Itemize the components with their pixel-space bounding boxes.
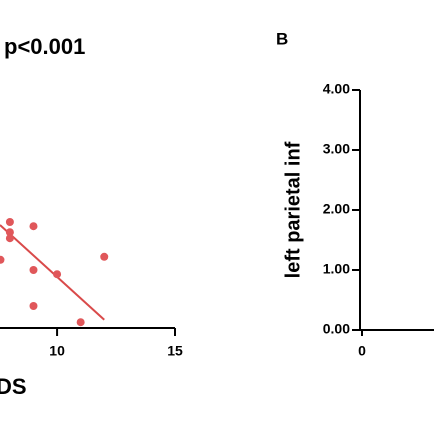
point [29,302,38,310]
x-tick-label: 10 [49,343,65,359]
annotation: p<0.001 [4,34,85,59]
point [76,318,85,327]
point [5,228,14,237]
y-tick-label: 1.00 [323,261,350,277]
x-axis-label: DS [0,374,27,399]
point [100,252,109,261]
y-tick-label: 0.00 [323,321,350,337]
x-tick-label: 0 [358,343,366,359]
panel-label: B [276,29,288,48]
fit-line [0,224,105,321]
x-tick-label: 15 [167,343,183,359]
point [5,218,14,226]
y-tick-label: 3.00 [323,141,350,157]
point [29,222,38,231]
point [5,234,14,243]
y-axis-label: left parietal inf [282,141,304,278]
y-tick-label: 2.00 [323,201,350,217]
y-tick-label: 4.00 [323,81,350,97]
point [0,255,5,264]
point [29,266,38,274]
point [53,270,62,279]
